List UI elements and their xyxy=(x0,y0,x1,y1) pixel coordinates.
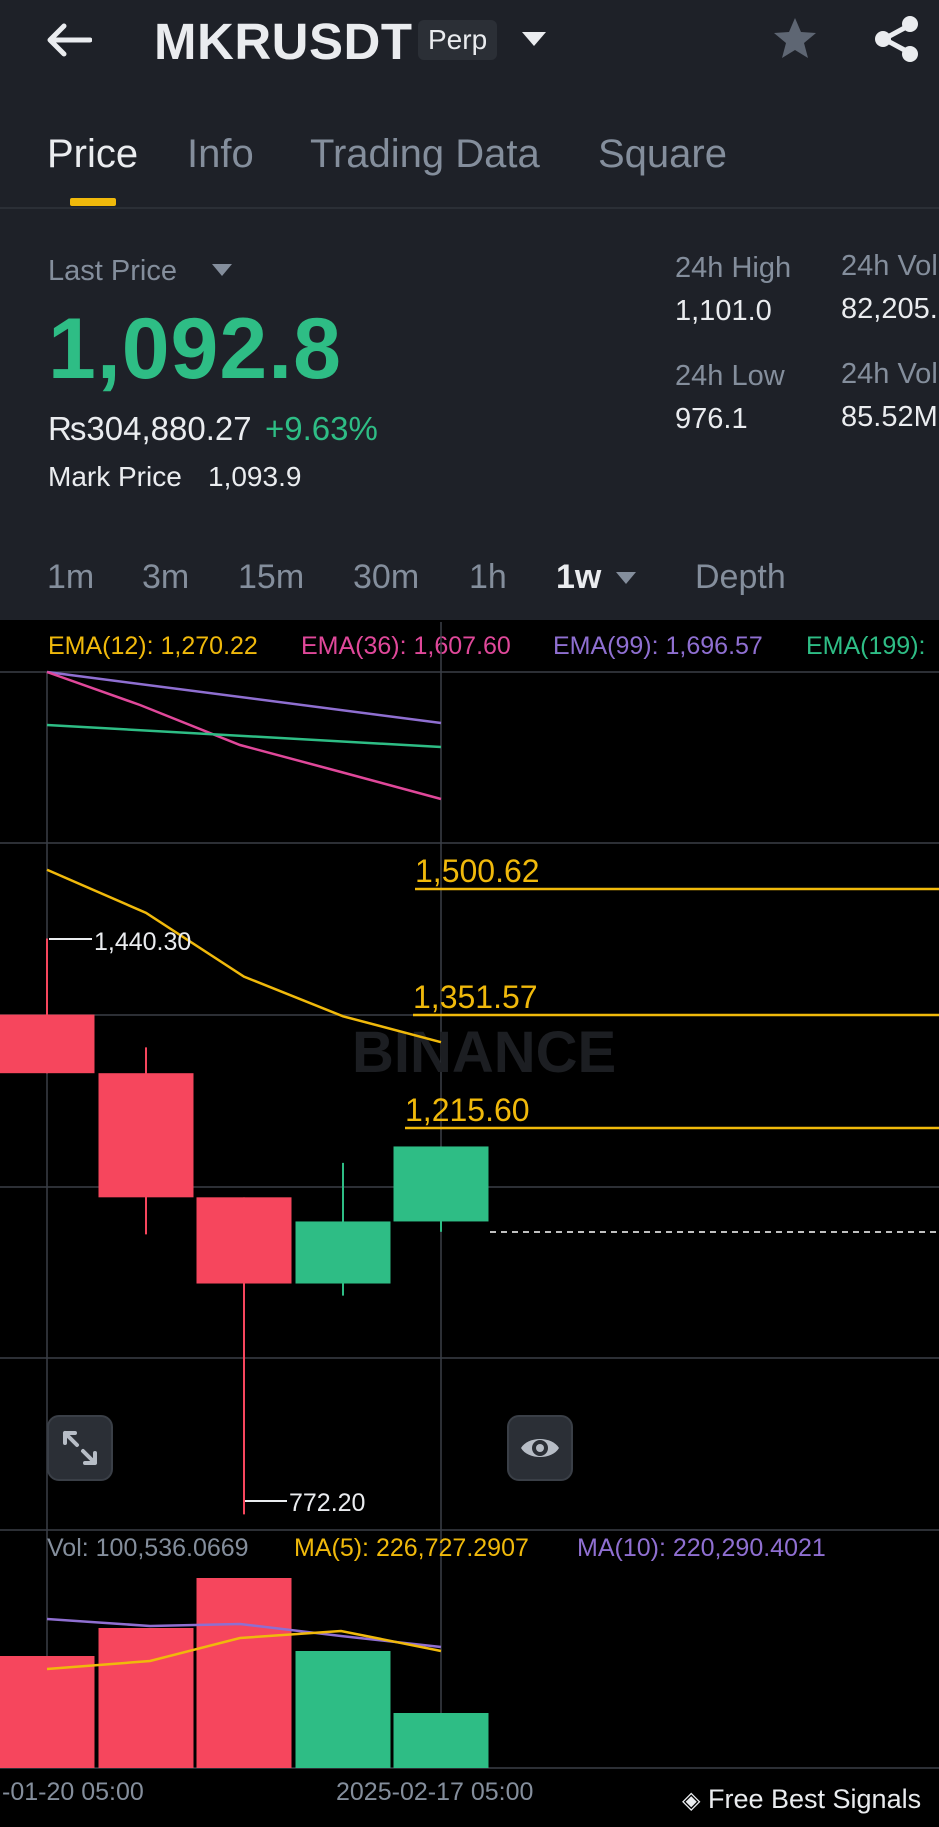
tab-square[interactable]: Square xyxy=(598,132,727,176)
chevron-down-icon[interactable] xyxy=(210,262,234,278)
timeframe-1w[interactable]: 1w xyxy=(556,558,602,596)
volume-bar xyxy=(393,1713,489,1768)
timeframe-15m[interactable]: 15m xyxy=(238,558,305,596)
contract-type-badge: Perp xyxy=(418,20,498,60)
signals-brand-overlay: ◈ Free Best Signals xyxy=(682,1784,921,1815)
ema36-line xyxy=(46,670,442,801)
vol-usdt-24h-label: 24h Vol xyxy=(841,358,938,390)
share-icon xyxy=(875,16,918,62)
candle-body xyxy=(295,1221,391,1284)
tab-price[interactable]: Price xyxy=(47,132,139,176)
vol-usdt-24h-value: 85.52M xyxy=(841,401,938,433)
candle-body xyxy=(393,1146,489,1222)
low-price-label: 772.20 xyxy=(289,1489,365,1517)
timeframe-depth[interactable]: Depth xyxy=(695,558,786,596)
date-axis-label: -01-20 05:00 xyxy=(2,1778,144,1806)
mark-price-label: Mark Price xyxy=(48,461,182,492)
volume-bar xyxy=(98,1628,194,1768)
fiat-price: ₨304,880.27 xyxy=(48,410,252,447)
star-icon xyxy=(774,18,816,58)
volume-bar xyxy=(196,1578,292,1768)
ema36-legend: EMA(36): 1,607.60 xyxy=(301,632,511,660)
symbol-title[interactable]: MKRUSDT xyxy=(154,13,413,70)
last-price-label[interactable]: Last Price xyxy=(48,255,177,287)
timeframe-30m[interactable]: 30m xyxy=(353,558,420,596)
ema12-line xyxy=(46,868,442,1044)
ema199-legend: EMA(199): xyxy=(806,632,926,660)
price-change-percent: +9.63% xyxy=(265,410,378,447)
chevron-down-icon[interactable] xyxy=(614,570,638,586)
brand-logo-icon: ◈ xyxy=(682,1787,701,1814)
candle-body xyxy=(0,1014,95,1074)
back-arrow-icon xyxy=(47,23,92,57)
chevron-down-icon xyxy=(522,32,546,46)
high-24h-value: 1,101.0 xyxy=(675,295,772,327)
tab-info[interactable]: Info xyxy=(187,132,254,176)
volume-legend: Vol: 100,536.0669 xyxy=(47,1534,249,1562)
vol-ma5-line xyxy=(46,1629,442,1671)
price-chart[interactable]: BINANCE 1,500.62 1,351.57 1,215.60 1,440… xyxy=(0,622,939,1827)
visibility-toggle-button[interactable] xyxy=(507,1415,573,1481)
symbol-dropdown-button[interactable] xyxy=(518,24,550,56)
fullscreen-button[interactable] xyxy=(47,1415,113,1481)
volume-bar xyxy=(0,1656,95,1768)
vol-24h-value: 82,205. xyxy=(841,293,938,325)
volume-ma10-legend: MA(10): 220,290.4021 xyxy=(577,1534,826,1562)
timeframe-3m[interactable]: 3m xyxy=(142,558,190,596)
date-axis-label: 2025-02-17 05:00 xyxy=(336,1778,534,1806)
high-price-label: 1,440.30 xyxy=(94,928,191,956)
ema199-line xyxy=(46,723,442,749)
level-label-3: 1,215.60 xyxy=(405,1092,530,1128)
timeframe-1h[interactable]: 1h xyxy=(469,558,507,596)
eye-icon xyxy=(521,1439,559,1457)
candle-body xyxy=(98,1073,194,1198)
level-label-2: 1,351.57 xyxy=(413,979,538,1015)
ema12-legend: EMA(12): 1,270.22 xyxy=(48,632,258,660)
brand-text: Free Best Signals xyxy=(707,1784,922,1814)
high-24h-label: 24h High xyxy=(675,252,792,284)
vol-ma10-line xyxy=(46,1617,442,1649)
timeframe-1m[interactable]: 1m xyxy=(47,558,95,596)
low-24h-value: 976.1 xyxy=(675,403,748,435)
ema99-line xyxy=(46,670,442,725)
tab-bar: Price Info Trading Data Square xyxy=(0,120,939,210)
last-price-value: 1,092.8 xyxy=(48,301,342,397)
candle-body xyxy=(196,1197,292,1284)
favorite-button[interactable] xyxy=(770,14,824,66)
expand-icon xyxy=(63,1431,97,1465)
share-button[interactable] xyxy=(872,14,926,66)
level-label-1: 1,500.62 xyxy=(415,853,540,889)
vol-24h-label: 24h Vol xyxy=(841,250,938,282)
volume-bar xyxy=(295,1651,391,1768)
header-divider xyxy=(0,207,939,209)
volume-ma5-legend: MA(5): 226,727.2907 xyxy=(294,1534,529,1562)
back-button[interactable] xyxy=(46,14,106,66)
header-panel: MKRUSDT Perp Price Info Trading Data Squ… xyxy=(0,0,939,620)
tab-trading-data[interactable]: Trading Data xyxy=(310,132,540,176)
low-24h-label: 24h Low xyxy=(675,360,785,392)
mark-price-value: 1,093.9 xyxy=(208,461,302,492)
active-tab-indicator xyxy=(70,198,116,206)
ema99-legend: EMA(99): 1,696.57 xyxy=(553,632,763,660)
